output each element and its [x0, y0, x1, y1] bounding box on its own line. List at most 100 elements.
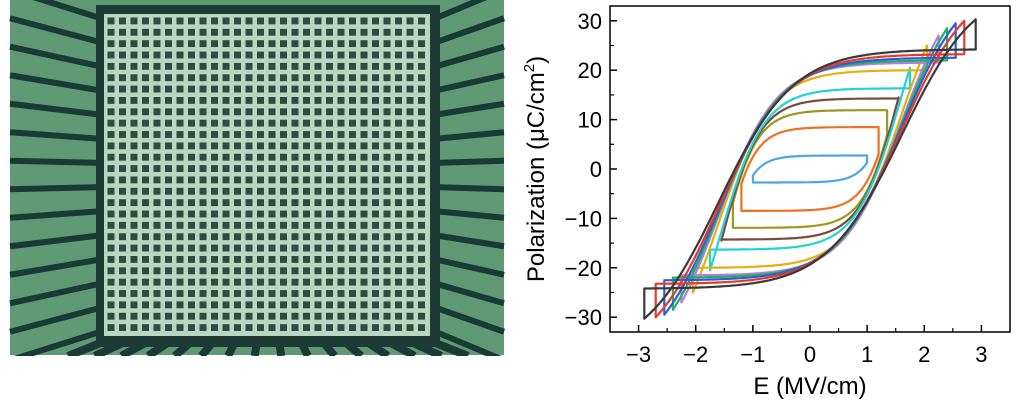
array-cell	[234, 51, 241, 59]
hysteresis-loop	[663, 22, 957, 316]
array-cell	[326, 40, 333, 48]
array-cell	[303, 131, 310, 138]
array-cell	[280, 187, 287, 195]
array-cell	[291, 131, 299, 138]
array-cell	[303, 324, 310, 331]
array-cell	[153, 233, 161, 241]
array-cell	[406, 97, 414, 104]
array-cell	[130, 301, 138, 309]
array-cell	[199, 142, 207, 150]
array-cell	[314, 233, 322, 241]
array-cell	[188, 221, 195, 229]
array-cell	[418, 290, 425, 297]
array-cell	[372, 199, 379, 207]
electrode-lead-left	[9, 157, 101, 166]
array-cell	[349, 210, 356, 218]
array-cell	[314, 85, 322, 93]
array-cell	[153, 187, 161, 195]
array-cell	[257, 62, 264, 70]
array-cell	[153, 301, 161, 309]
array-cell	[107, 324, 115, 331]
array-cell	[360, 153, 368, 161]
array-cell	[268, 119, 276, 127]
array-cell	[303, 256, 310, 263]
array-cell	[337, 153, 345, 161]
array-cell	[222, 40, 230, 48]
array-cell	[119, 17, 126, 25]
array-cell	[418, 131, 425, 138]
array-cell	[268, 199, 276, 207]
array-cell	[349, 233, 356, 241]
array-cell	[176, 62, 184, 70]
array-cell	[326, 199, 333, 207]
array-cell	[406, 233, 414, 241]
array-cell	[360, 290, 368, 297]
array-cell	[383, 312, 391, 320]
array-cell	[119, 165, 126, 172]
plot-series	[643, 18, 977, 320]
array-cell	[119, 199, 126, 207]
array-cell	[349, 221, 356, 229]
array-cell	[107, 256, 115, 263]
array-cell	[119, 210, 126, 218]
array-cell	[222, 290, 230, 297]
array-cell	[395, 165, 402, 172]
array-cell	[176, 176, 184, 184]
array-cell	[349, 187, 356, 195]
array-cell	[142, 221, 149, 229]
array-cell	[418, 324, 425, 331]
array-cell	[176, 153, 184, 161]
array-cell	[303, 301, 310, 309]
array-cell	[418, 28, 425, 36]
array-cell	[268, 312, 276, 320]
electrode-lead-right	[435, 157, 505, 166]
array-cell	[165, 28, 172, 36]
array-cell	[349, 74, 356, 82]
array-cell	[303, 165, 310, 172]
array-cell	[211, 40, 218, 48]
array-cell	[314, 131, 322, 138]
y-axis-title-main: Polarization (μC/cm	[523, 72, 550, 282]
array-cell	[257, 142, 264, 150]
array-cell	[245, 278, 253, 286]
array-cell	[245, 131, 253, 138]
array-cell	[291, 97, 299, 104]
array-cell	[326, 74, 333, 82]
array-cell	[211, 267, 218, 275]
array-cell	[119, 301, 126, 309]
array-cell	[314, 312, 322, 320]
array-cell	[418, 142, 425, 150]
array-cell	[165, 62, 172, 70]
array-cell	[395, 108, 402, 116]
array-cell	[280, 221, 287, 229]
array-cell	[245, 301, 253, 309]
array-cell	[383, 301, 391, 309]
array-cell	[337, 301, 345, 309]
array-cell	[165, 108, 172, 116]
array-cell	[418, 312, 425, 320]
array-cell	[268, 28, 276, 36]
array-cell	[142, 256, 149, 263]
array-cell	[372, 301, 379, 309]
array-cell	[303, 28, 310, 36]
array-cell	[199, 28, 207, 36]
array-cell	[337, 278, 345, 286]
x-tick-label: 3	[975, 342, 987, 367]
array-cell	[199, 312, 207, 320]
array-cell	[176, 97, 184, 104]
array-cell	[372, 244, 379, 252]
array-cell	[383, 153, 391, 161]
array-cell	[291, 51, 299, 59]
array-cell	[257, 244, 264, 252]
array-cell	[176, 51, 184, 59]
array-cell	[188, 256, 195, 263]
array-cell	[372, 176, 379, 184]
array-cell	[199, 85, 207, 93]
array-cell	[280, 290, 287, 297]
array-cell	[234, 256, 241, 263]
array-cell	[337, 187, 345, 195]
array-cell	[291, 142, 299, 150]
array-cell	[257, 176, 264, 184]
array-cell	[360, 62, 368, 70]
array-cell	[188, 244, 195, 252]
